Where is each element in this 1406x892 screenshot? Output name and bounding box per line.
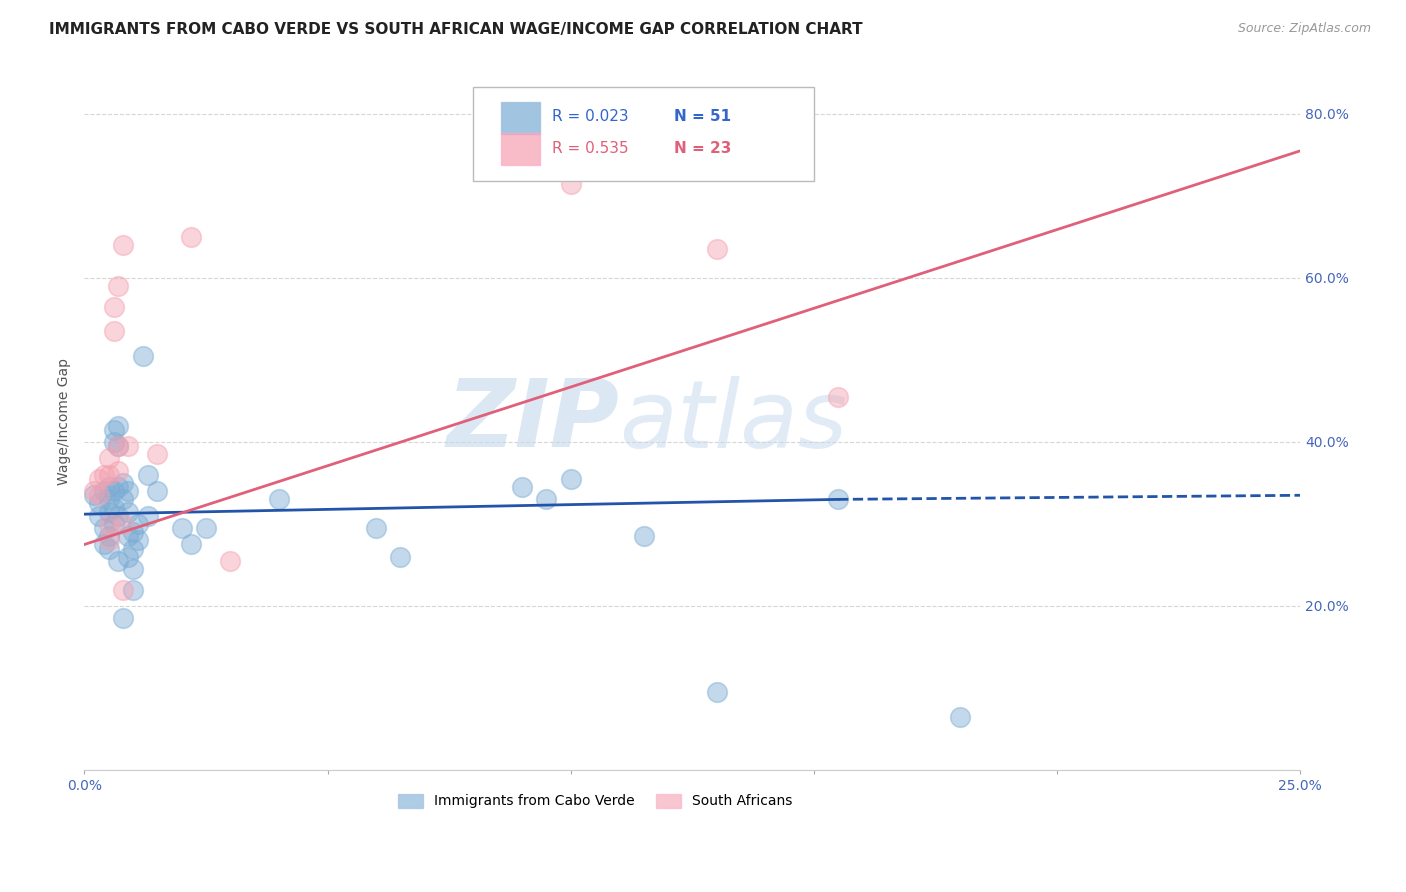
Point — [97, 480, 120, 494]
Point — [122, 582, 145, 597]
Point — [122, 562, 145, 576]
Point — [536, 492, 558, 507]
Point — [87, 496, 110, 510]
Text: R = 0.023: R = 0.023 — [553, 110, 628, 124]
Point — [107, 439, 129, 453]
Point — [97, 529, 120, 543]
Point — [117, 505, 139, 519]
Point — [93, 537, 115, 551]
Point — [97, 533, 120, 548]
Text: N = 23: N = 23 — [673, 141, 731, 156]
Point — [949, 709, 972, 723]
Text: IMMIGRANTS FROM CABO VERDE VS SOUTH AFRICAN WAGE/INCOME GAP CORRELATION CHART: IMMIGRANTS FROM CABO VERDE VS SOUTH AFRI… — [49, 22, 863, 37]
Point — [107, 508, 129, 523]
Point — [117, 439, 139, 453]
Point — [170, 521, 193, 535]
Point — [827, 492, 849, 507]
Point — [112, 516, 135, 531]
Point — [93, 467, 115, 482]
Point — [87, 472, 110, 486]
Point — [93, 521, 115, 535]
Point — [146, 447, 169, 461]
Y-axis label: Wage/Income Gap: Wage/Income Gap — [58, 358, 72, 485]
Point — [107, 418, 129, 433]
Point — [117, 549, 139, 564]
Point — [97, 516, 120, 531]
Point — [180, 230, 202, 244]
Point — [87, 508, 110, 523]
Point — [103, 324, 125, 338]
Point — [83, 488, 105, 502]
Point — [103, 300, 125, 314]
Point — [93, 484, 115, 499]
Point — [219, 554, 242, 568]
Point — [97, 467, 120, 482]
Point — [103, 516, 125, 531]
Point — [194, 521, 217, 535]
Point — [112, 582, 135, 597]
Point — [132, 349, 155, 363]
Point — [267, 492, 290, 507]
Point — [633, 529, 655, 543]
Point — [103, 500, 125, 515]
Point — [510, 480, 533, 494]
Point — [706, 685, 728, 699]
Point — [103, 484, 125, 499]
Point — [107, 480, 129, 494]
Legend: Immigrants from Cabo Verde, South Africans: Immigrants from Cabo Verde, South Africa… — [391, 787, 799, 815]
Point — [87, 488, 110, 502]
Point — [107, 464, 129, 478]
Text: ZIP: ZIP — [447, 376, 619, 467]
Point — [389, 549, 412, 564]
Point — [122, 525, 145, 540]
Point — [97, 451, 120, 466]
FancyBboxPatch shape — [502, 102, 540, 134]
Text: atlas: atlas — [619, 376, 848, 467]
Point — [107, 554, 129, 568]
Point — [180, 537, 202, 551]
Point — [560, 177, 582, 191]
Point — [560, 472, 582, 486]
Point — [83, 484, 105, 499]
Point — [127, 533, 149, 548]
Point — [827, 390, 849, 404]
Point — [112, 492, 135, 507]
Point — [112, 238, 135, 252]
Point — [103, 423, 125, 437]
Point — [107, 279, 129, 293]
Point — [146, 484, 169, 499]
Text: N = 51: N = 51 — [673, 110, 731, 124]
Text: Source: ZipAtlas.com: Source: ZipAtlas.com — [1237, 22, 1371, 36]
Point — [117, 529, 139, 543]
Point — [117, 484, 139, 499]
FancyBboxPatch shape — [474, 87, 814, 181]
Point — [112, 475, 135, 490]
Point — [127, 516, 149, 531]
Text: R = 0.535: R = 0.535 — [553, 141, 628, 156]
Point — [706, 242, 728, 256]
Point — [112, 611, 135, 625]
Point — [97, 492, 120, 507]
Point — [122, 541, 145, 556]
Point — [366, 521, 388, 535]
Point — [97, 505, 120, 519]
Point — [103, 435, 125, 450]
Point — [107, 439, 129, 453]
FancyBboxPatch shape — [502, 133, 540, 165]
Point — [136, 508, 159, 523]
Point — [97, 541, 120, 556]
Point — [136, 467, 159, 482]
